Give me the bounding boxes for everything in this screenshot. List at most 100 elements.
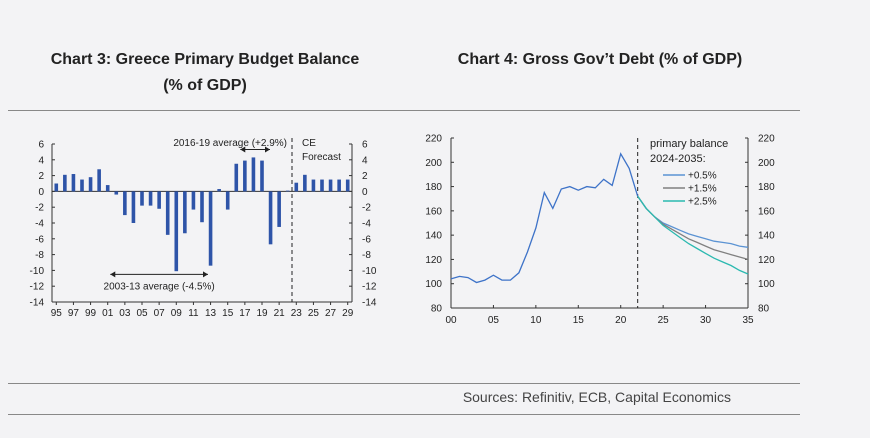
y-tick-label-left: 6 <box>38 140 44 151</box>
bar <box>285 190 290 192</box>
y-tick-label-left: 220 <box>425 134 442 145</box>
y-tick-label-left: -2 <box>35 203 44 214</box>
y-tick-label-left: -10 <box>30 266 45 277</box>
x-tick-label: 95 <box>51 308 63 319</box>
middle-rule <box>8 383 800 384</box>
x-tick-label: 05 <box>488 315 500 326</box>
bar <box>97 169 101 192</box>
y-tick-label-left: 4 <box>38 155 44 166</box>
legend-label: +1.5% <box>688 184 717 195</box>
bar <box>328 179 333 192</box>
arrowhead-left <box>240 146 246 153</box>
bar <box>88 177 93 192</box>
x-tick-label: 23 <box>291 308 303 319</box>
y-tick-label-right: -8 <box>362 250 371 261</box>
y-tick-label-right: 180 <box>758 182 775 193</box>
bar <box>140 191 144 206</box>
bar <box>217 189 221 192</box>
legend-label: +2.5% <box>688 197 717 208</box>
chart3-title-line1: Chart 3: Greece Primary Budget Balance <box>50 51 360 68</box>
y-tick-label-right: -6 <box>362 234 371 245</box>
y-tick-label-right: -14 <box>362 298 377 309</box>
x-tick-label: 15 <box>573 315 585 326</box>
y-tick-label-left: 160 <box>425 206 442 217</box>
series-line <box>450 152 639 284</box>
x-tick-label: 03 <box>119 308 131 319</box>
x-tick-label: 07 <box>154 308 166 319</box>
x-tick-label: 97 <box>68 308 80 319</box>
bar <box>63 174 67 192</box>
chart4-line-chart: 220 220 200 200 180 180 160 160 140 140 120 120 100 1… <box>425 134 775 327</box>
y-tick-label-right: 120 <box>758 255 775 266</box>
sources-note: Sources: Refinitiv, ECB, Capital Economi… <box>462 389 731 405</box>
x-tick-label: 21 <box>274 308 286 319</box>
x-tick-label: 27 <box>325 308 337 319</box>
bar <box>303 174 307 192</box>
x-tick-label: 11 <box>188 308 199 319</box>
bar <box>268 191 273 245</box>
y-tick-label-right: 0 <box>362 187 368 198</box>
x-tick-label: 29 <box>342 308 354 319</box>
y-tick-label-right: 4 <box>362 155 368 166</box>
bar <box>337 179 341 192</box>
bar <box>251 157 256 192</box>
bar <box>183 191 187 234</box>
bar <box>165 191 170 235</box>
chart3-title: Chart 3: Greece Primary Budget Balance (… <box>20 47 390 99</box>
y-tick-label-right: 200 <box>758 158 775 169</box>
bottom-rule <box>8 414 800 415</box>
x-tick-label: 10 <box>530 315 542 326</box>
bar <box>260 160 264 192</box>
bar <box>148 191 153 206</box>
annotation-2016-19: 2016-19 average (+2.9%) <box>173 138 287 149</box>
bar <box>114 191 119 195</box>
bar <box>174 191 179 272</box>
x-tick-label: 25 <box>308 308 320 319</box>
x-tick-label: 05 <box>136 308 148 319</box>
top-rule <box>8 110 800 111</box>
y-tick-label-left: 180 <box>425 182 442 193</box>
y-tick-label-right: 140 <box>758 231 775 242</box>
bar <box>105 185 110 192</box>
y-tick-label-right: 80 <box>758 304 770 315</box>
annotation-2003-13: 2003-13 average (-4.5%) <box>104 281 215 292</box>
arrowhead-right <box>265 146 270 153</box>
bar <box>157 191 161 209</box>
y-tick-label-left: 80 <box>431 304 443 315</box>
arrowhead-left <box>110 271 116 278</box>
x-tick-label: 20 <box>615 315 627 326</box>
y-tick-label-left: 2 <box>38 171 44 182</box>
x-tick-label: 00 <box>445 315 457 326</box>
bar <box>311 179 316 192</box>
bar <box>191 191 196 210</box>
legend-label: +0.5% <box>688 171 717 182</box>
x-tick-label: 25 <box>658 315 670 326</box>
y-tick-label-left: -6 <box>35 234 44 245</box>
arrowhead-right <box>203 271 208 278</box>
y-tick-label-right: 160 <box>758 206 775 217</box>
x-tick-label: 15 <box>222 308 234 319</box>
bar <box>294 182 299 192</box>
x-tick-label: 35 <box>742 315 754 326</box>
bar <box>234 163 239 192</box>
x-tick-label: 17 <box>239 308 251 319</box>
chart3-title-line2: (% of GDP) <box>163 77 247 94</box>
y-tick-label-left: 140 <box>425 231 442 242</box>
y-tick-label-right: -2 <box>362 203 371 214</box>
bar <box>345 179 350 192</box>
y-tick-label-left: 100 <box>425 279 442 290</box>
bar <box>200 191 204 223</box>
y-tick-label-left: -12 <box>30 282 45 293</box>
bar <box>123 191 127 216</box>
bar <box>225 191 230 210</box>
y-tick-label-right: 220 <box>758 134 775 145</box>
y-tick-label-left: -4 <box>35 219 44 230</box>
y-tick-label-right: 6 <box>362 140 368 151</box>
x-tick-label: 01 <box>102 308 114 319</box>
y-tick-label-right: 100 <box>758 279 775 290</box>
x-tick-label: 19 <box>256 308 268 319</box>
legend-title-line2: 2024-2035: <box>650 153 706 165</box>
y-tick-label-left: 200 <box>425 158 442 169</box>
y-tick-label-left: -8 <box>35 250 44 261</box>
y-tick-label-left: 0 <box>38 187 44 198</box>
